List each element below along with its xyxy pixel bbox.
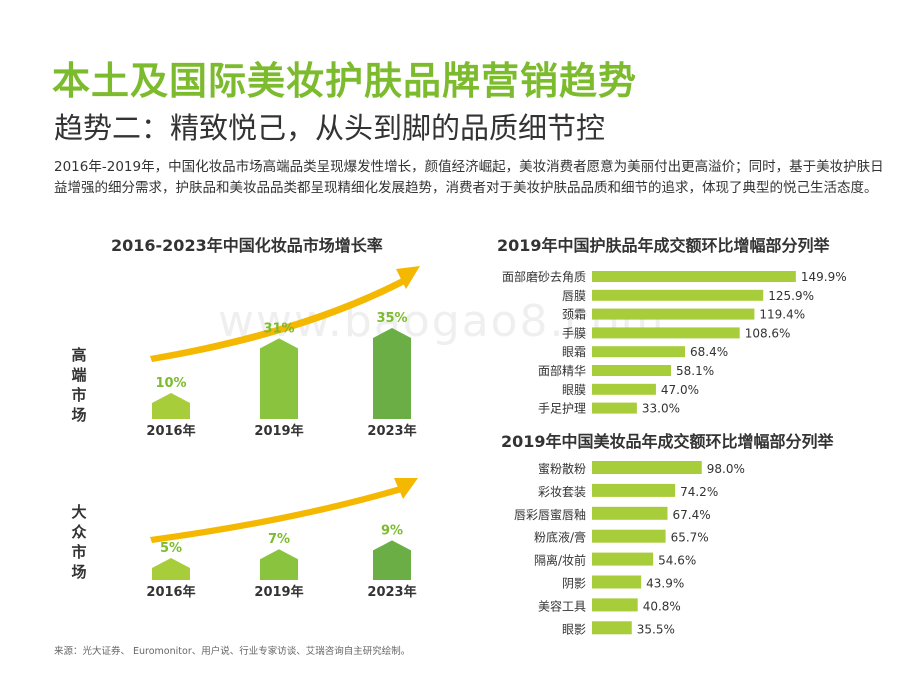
mass-data-label: 5%: [160, 541, 182, 556]
page-title: 本土及国际美妆护肤品牌营销趋势: [52, 59, 638, 103]
skincare-category-label: 眼膜: [562, 383, 586, 397]
high-end-category-label: 2023年: [367, 423, 416, 439]
mass-category-label: 2016年: [146, 584, 195, 600]
growth-chart-title: 2016-2023年中国化妆品市场增长率: [111, 236, 383, 255]
skincare-bar: [592, 365, 672, 376]
makeup-bar: [592, 598, 638, 612]
source-note: 来源：光大证券、 Euromonitor、用户说、行业专家访谈、艾瑞咨询自主研究…: [54, 646, 411, 657]
high-end-bar: [260, 338, 298, 419]
makeup-data-label: 98.0%: [707, 462, 745, 476]
skincare-category-label: 唇膜: [562, 289, 586, 303]
skincare-data-label: 33.0%: [642, 402, 680, 416]
makeup-data-label: 65.7%: [671, 531, 709, 545]
high-end-trend-arrow-head: [396, 266, 420, 289]
skincare-bar: [592, 327, 740, 339]
skincare-data-label: 149.9%: [801, 270, 847, 284]
skincare-bar: [592, 402, 637, 414]
skincare-bar: [592, 346, 686, 358]
makeup-category-label: 阴影: [562, 577, 586, 591]
makeup-category-label: 唇彩唇蜜唇釉: [514, 507, 586, 522]
skincare-data-label: 47.0%: [661, 383, 699, 397]
skincare-category-label: 颈霜: [562, 308, 586, 322]
skincare-chart-title: 2019年中国护肤品年成交额环比增幅部分列举: [497, 236, 830, 255]
makeup-data-label: 40.8%: [643, 599, 681, 613]
skincare-category-label: 眼霜: [562, 345, 586, 359]
makeup-bar: [592, 483, 676, 497]
skincare-category-label: 手足护理: [538, 402, 586, 416]
makeup-bar: [592, 461, 702, 474]
high-end-data-label: 10%: [155, 376, 186, 391]
makeup-bar: [592, 529, 666, 543]
makeup-category-label: 眼影: [562, 622, 586, 636]
skincare-data-label: 125.9%: [768, 289, 814, 303]
makeup-bar: [592, 575, 642, 589]
makeup-bar: [592, 621, 632, 635]
makeup-data-label: 74.2%: [680, 485, 718, 499]
makeup-data-label: 43.9%: [646, 577, 684, 591]
skincare-data-label: 108.6%: [745, 326, 791, 340]
skincare-data-label: 119.4%: [759, 308, 805, 322]
makeup-category-label: 美容工具: [538, 598, 586, 613]
skincare-data-label: 68.4%: [690, 345, 728, 359]
makeup-data-label: 35.5%: [637, 622, 675, 636]
skincare-category-label: 面部精华: [538, 363, 586, 378]
high-end-category-label: 2019年: [254, 423, 303, 439]
mass-data-label: 7%: [268, 532, 290, 547]
high-end-market-label: 高端市场: [71, 346, 87, 424]
makeup-data-label: 54.6%: [658, 554, 696, 568]
skincare-bar: [592, 289, 764, 301]
skincare-bar: [592, 308, 755, 320]
makeup-chart-title: 2019年中国美妆品年成交额环比增幅部分列举: [501, 432, 834, 451]
mass-data-label: 9%: [381, 523, 403, 538]
makeup-data-label: 67.4%: [672, 508, 710, 522]
high-end-category-label: 2016年: [146, 423, 195, 439]
skincare-data-label: 58.1%: [676, 364, 714, 378]
watermark: www.baogao8.com: [218, 296, 666, 347]
mass-bar: [260, 549, 298, 580]
skincare-category-label: 手膜: [562, 326, 586, 340]
high-end-data-label: 35%: [376, 311, 407, 326]
mass-bar: [152, 558, 190, 580]
makeup-category-label: 彩妆套装: [538, 485, 586, 499]
page-subtitle: 趋势二：精致悦己，从头到脚的品质细节控: [54, 111, 606, 145]
skincare-bar: [592, 271, 796, 282]
makeup-category-label: 粉底液/膏: [534, 530, 586, 545]
mass-category-label: 2023年: [367, 584, 416, 600]
makeup-bar: [592, 506, 668, 520]
mass-trend-arrow-body: [150, 486, 402, 543]
high-end-trend-arrow-body: [150, 278, 405, 362]
makeup-category-label: 隔离/妆前: [534, 553, 586, 568]
high-end-data-label: 31%: [263, 321, 294, 336]
high-end-bar: [373, 328, 411, 419]
skincare-bar: [592, 383, 656, 395]
high-end-bar: [152, 393, 190, 419]
makeup-bar: [592, 552, 654, 566]
mass-category-label: 2019年: [254, 584, 303, 600]
makeup-category-label: 蜜粉散粉: [538, 461, 586, 476]
mass-trend-arrow-head: [394, 478, 418, 499]
mass-market-label: 大众市场: [71, 503, 87, 581]
skincare-category-label: 面部磨砂去角质: [502, 269, 586, 284]
intro-paragraph: 2016年-2019年，中国化妆品市场高端品类呈现爆发性增长，颜值经济崛起，美妆…: [54, 159, 884, 196]
mass-bar: [373, 540, 411, 580]
